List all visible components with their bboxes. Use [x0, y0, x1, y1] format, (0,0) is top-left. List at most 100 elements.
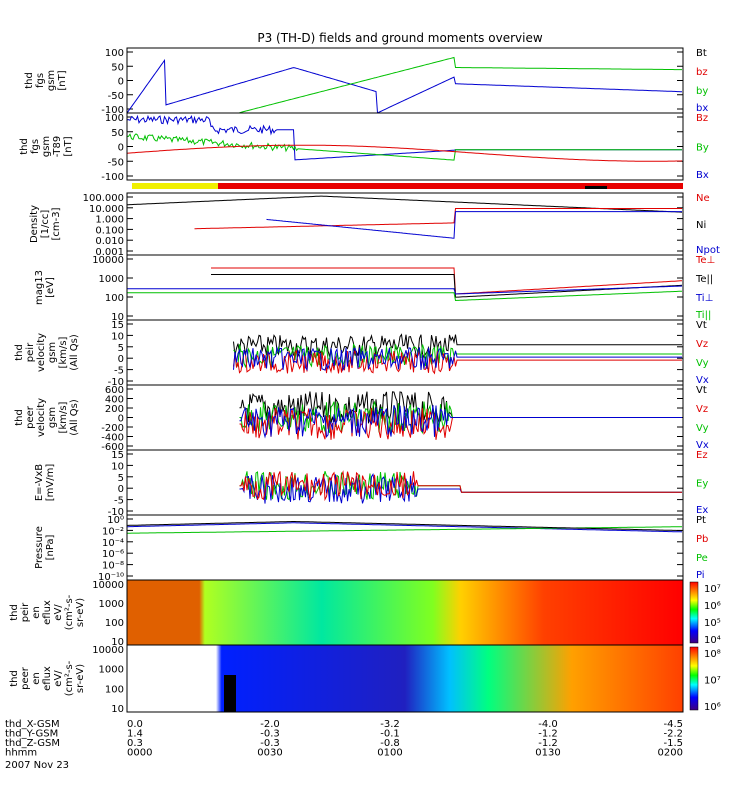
x-tick-label: -0.3: [260, 738, 280, 749]
colorbar-label: 10⁶: [704, 702, 721, 713]
y-axis-label: mag13: [34, 270, 45, 305]
x-tick-label: 0.3: [127, 738, 143, 749]
trace-Bz: [126, 144, 683, 162]
y-tick-label: 10⁰: [107, 515, 124, 526]
legend-Vz: Vz: [696, 404, 708, 415]
x-row-label: thd_Z-GSM: [5, 738, 60, 749]
trace-By: [127, 133, 682, 161]
y-tick-label: 5: [118, 343, 124, 354]
y-tick-label: 50: [111, 128, 124, 139]
x-tick-label: 0000: [127, 748, 152, 759]
trace-Ti-par: [127, 290, 683, 302]
legend-Vy: Vy: [696, 358, 709, 369]
panel-frame: [126, 112, 684, 181]
orbit-bar-red: [218, 183, 683, 189]
legend-Ti⊥: Ti⊥: [695, 293, 713, 304]
colorbar-label: 10⁴: [704, 635, 721, 646]
y-tick-label: 10⁻¹⁰: [98, 572, 124, 583]
legend-Pe: Pe: [696, 553, 708, 564]
trace-Ti-perp: [127, 285, 683, 295]
y-tick-label: 100.000: [83, 193, 124, 204]
y-tick-label: -10: [108, 377, 124, 388]
y-tick-label: 600: [105, 385, 124, 396]
legend-Vx: Vx: [696, 375, 709, 386]
y-tick-label: 200: [105, 404, 124, 415]
legend-Vy: Vy: [696, 423, 709, 434]
x-row-label: thd_X-GSM: [5, 719, 60, 730]
y-axis-label: E=-VxB: [34, 464, 45, 501]
x-row-label: hhmm: [5, 748, 37, 759]
y-axis-label: peir: [20, 602, 31, 622]
x-row-label: thd_Y-GSM: [5, 729, 58, 740]
panel-frame: [126, 47, 684, 114]
y-tick-label: 1000: [99, 274, 124, 285]
x-tick-label: 0100: [377, 748, 402, 759]
trace-Pe: [127, 526, 682, 534]
y-axis-label: peer: [20, 666, 31, 690]
colorbar-label: 10⁷: [704, 676, 721, 687]
y-axis-label: gsm: [41, 136, 52, 157]
y-axis-label: [nPa]: [45, 534, 56, 560]
legend-Pt: Pt: [696, 515, 706, 526]
y-tick-label: -600: [101, 442, 124, 453]
y-tick-label: 10: [111, 461, 124, 472]
x-tick-label: -0.3: [260, 729, 280, 740]
y-tick-label: -200: [101, 423, 124, 434]
x-tick-label: -1.2: [538, 738, 558, 749]
trace-Pt: [127, 521, 683, 532]
y-tick-label: 400: [105, 395, 124, 406]
y-tick-label: 5: [118, 473, 124, 484]
y-axis-label: [mV/m]: [45, 464, 56, 502]
y-axis-label: thd: [9, 604, 20, 621]
legend-Te⊥: Te⊥: [695, 255, 715, 266]
trace-by: [239, 56, 682, 114]
y-tick-label: -100: [101, 172, 124, 183]
y-axis-label: fgs: [35, 73, 46, 88]
y-axis-label: eflux: [42, 666, 53, 691]
y-axis-label: velocity: [36, 398, 47, 437]
panel-fgs_t89: 100 50 0 -50 -100 thd fgs gsm -T89 [nT] Bz By Bx: [19, 113, 709, 183]
y-axis-label: eV/: [53, 670, 64, 687]
panel-frame: [126, 449, 684, 516]
y-axis-label: fgs: [30, 139, 41, 154]
y-tick-label: 0: [118, 354, 124, 365]
y-axis-label: Density: [29, 205, 40, 243]
y-axis-label: [cm-3]: [51, 207, 62, 240]
x-tick-label: 1.4: [127, 729, 143, 740]
y-tick-label: -5: [114, 366, 124, 377]
y-tick-label: 10: [111, 331, 124, 342]
colorbar: [689, 581, 699, 644]
x-tick-label: 0130: [535, 748, 560, 759]
x-tick-label: -4.0: [538, 719, 558, 730]
y-axis-label: (cm²-s-: [64, 660, 75, 696]
y-axis-label: (All Qs): [69, 399, 80, 436]
legend-Vt: Vt: [696, 320, 707, 331]
panel-frame: [126, 254, 684, 321]
y-tick-label: 10⁻²: [102, 526, 124, 537]
y-tick-label: 1000: [99, 599, 124, 610]
x-tick-label: -1.5: [663, 738, 683, 749]
panel-temp: 10000 1000 100 10 mag13 [eV] Te⊥ Te|| Ti⊥ Ti||: [34, 255, 715, 323]
y-tick-label: 10.000: [89, 204, 124, 215]
y-axis-label: (cm²-s-: [64, 594, 75, 630]
legend-Npot: Npot: [696, 245, 720, 256]
y-axis-label: -T89: [52, 136, 63, 158]
y-axis-label: eV/: [53, 604, 64, 621]
trace-Bx: [126, 114, 682, 161]
y-tick-label: 10000: [92, 645, 124, 656]
y-axis-label: [nT]: [57, 70, 68, 90]
y-axis-label: sr-eV): [75, 664, 86, 693]
trace-E-2: [239, 470, 682, 502]
y-axis-label: en: [31, 672, 42, 685]
y-tick-label: 0: [118, 414, 124, 425]
legend-Te||: Te||: [695, 274, 713, 285]
trace-peer-3: [239, 405, 682, 439]
y-axis-label: (All Qs): [69, 334, 80, 371]
y-axis-label: Pressure: [34, 526, 45, 569]
y-axis-label: peir: [25, 342, 36, 362]
